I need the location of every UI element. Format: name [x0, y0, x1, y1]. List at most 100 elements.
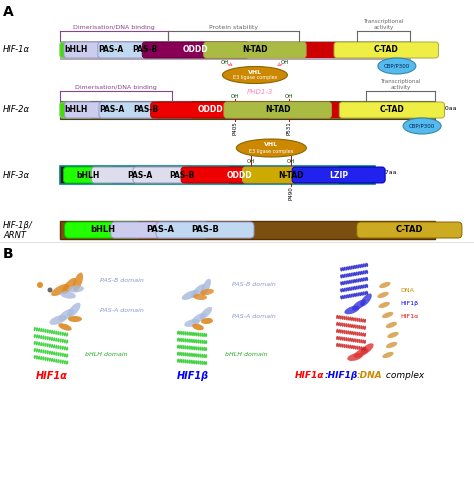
Text: Dimerisation/DNA binding: Dimerisation/DNA binding: [73, 24, 155, 30]
Ellipse shape: [346, 316, 347, 320]
Ellipse shape: [403, 118, 441, 134]
Text: bHLH: bHLH: [77, 170, 100, 180]
Ellipse shape: [198, 346, 200, 350]
Ellipse shape: [57, 345, 60, 349]
Ellipse shape: [38, 335, 40, 339]
Ellipse shape: [203, 340, 205, 344]
Ellipse shape: [338, 336, 340, 340]
Ellipse shape: [347, 287, 349, 291]
Ellipse shape: [364, 284, 366, 288]
Ellipse shape: [45, 336, 46, 340]
Ellipse shape: [364, 270, 366, 274]
Ellipse shape: [192, 360, 194, 364]
Ellipse shape: [66, 353, 68, 358]
Ellipse shape: [359, 271, 361, 275]
Ellipse shape: [336, 336, 338, 340]
Ellipse shape: [45, 343, 46, 347]
Text: HIF1α: HIF1α: [400, 313, 418, 318]
Ellipse shape: [363, 285, 365, 289]
Ellipse shape: [342, 337, 344, 341]
Ellipse shape: [355, 346, 357, 349]
Ellipse shape: [355, 317, 357, 322]
Ellipse shape: [336, 322, 338, 326]
Ellipse shape: [177, 358, 179, 363]
FancyBboxPatch shape: [243, 167, 340, 183]
Ellipse shape: [49, 315, 66, 325]
Text: PAS-B: PAS-B: [134, 105, 159, 114]
Ellipse shape: [53, 351, 55, 355]
Ellipse shape: [364, 340, 366, 344]
Ellipse shape: [46, 336, 49, 341]
Ellipse shape: [42, 328, 45, 333]
Ellipse shape: [205, 340, 207, 344]
Ellipse shape: [184, 319, 200, 327]
Ellipse shape: [349, 345, 351, 349]
Ellipse shape: [356, 293, 358, 297]
Ellipse shape: [364, 319, 366, 323]
Ellipse shape: [356, 346, 359, 350]
Ellipse shape: [386, 322, 397, 328]
Ellipse shape: [53, 345, 55, 348]
Ellipse shape: [351, 331, 353, 335]
Ellipse shape: [377, 292, 389, 298]
Ellipse shape: [352, 299, 366, 310]
FancyBboxPatch shape: [181, 167, 298, 183]
FancyBboxPatch shape: [292, 167, 385, 183]
Ellipse shape: [340, 315, 342, 319]
Ellipse shape: [364, 326, 366, 330]
Text: bHLH domain: bHLH domain: [85, 352, 128, 357]
Ellipse shape: [34, 355, 36, 359]
Ellipse shape: [359, 285, 361, 289]
Ellipse shape: [38, 342, 40, 346]
Ellipse shape: [344, 295, 346, 299]
Ellipse shape: [342, 323, 344, 327]
Ellipse shape: [362, 318, 364, 323]
Text: PAS-B: PAS-B: [191, 226, 219, 235]
FancyBboxPatch shape: [64, 42, 158, 58]
Ellipse shape: [46, 343, 49, 347]
Ellipse shape: [361, 264, 363, 268]
FancyArrowPatch shape: [278, 63, 282, 65]
Ellipse shape: [382, 312, 393, 318]
Ellipse shape: [37, 282, 43, 288]
Ellipse shape: [177, 351, 179, 356]
Ellipse shape: [190, 339, 192, 343]
Ellipse shape: [194, 332, 196, 336]
Ellipse shape: [346, 330, 347, 334]
Ellipse shape: [51, 284, 69, 296]
FancyBboxPatch shape: [64, 167, 113, 183]
Ellipse shape: [194, 346, 196, 350]
Ellipse shape: [186, 346, 189, 349]
Ellipse shape: [186, 339, 189, 343]
Ellipse shape: [66, 340, 68, 344]
Ellipse shape: [360, 325, 362, 329]
Ellipse shape: [352, 272, 355, 276]
Ellipse shape: [57, 352, 60, 356]
Ellipse shape: [46, 350, 49, 354]
Text: HIF-3α: HIF-3α: [3, 170, 30, 180]
Ellipse shape: [342, 281, 344, 285]
Ellipse shape: [354, 279, 356, 283]
Ellipse shape: [192, 332, 194, 336]
Ellipse shape: [66, 333, 68, 337]
Text: PAS-A: PAS-A: [99, 105, 124, 114]
Ellipse shape: [357, 271, 360, 276]
Ellipse shape: [201, 333, 203, 337]
Ellipse shape: [60, 352, 62, 356]
Ellipse shape: [340, 274, 342, 279]
Ellipse shape: [351, 345, 353, 349]
Text: P531: P531: [286, 121, 292, 135]
Ellipse shape: [362, 333, 364, 337]
Ellipse shape: [200, 307, 212, 319]
Ellipse shape: [342, 330, 344, 334]
Text: DNA: DNA: [400, 288, 414, 293]
Ellipse shape: [200, 340, 201, 344]
Ellipse shape: [344, 267, 346, 271]
Text: ODDD: ODDD: [227, 170, 252, 180]
Ellipse shape: [192, 346, 194, 350]
Ellipse shape: [179, 345, 181, 349]
Ellipse shape: [336, 315, 338, 319]
Ellipse shape: [387, 332, 399, 338]
Ellipse shape: [62, 332, 64, 336]
Ellipse shape: [347, 266, 349, 270]
